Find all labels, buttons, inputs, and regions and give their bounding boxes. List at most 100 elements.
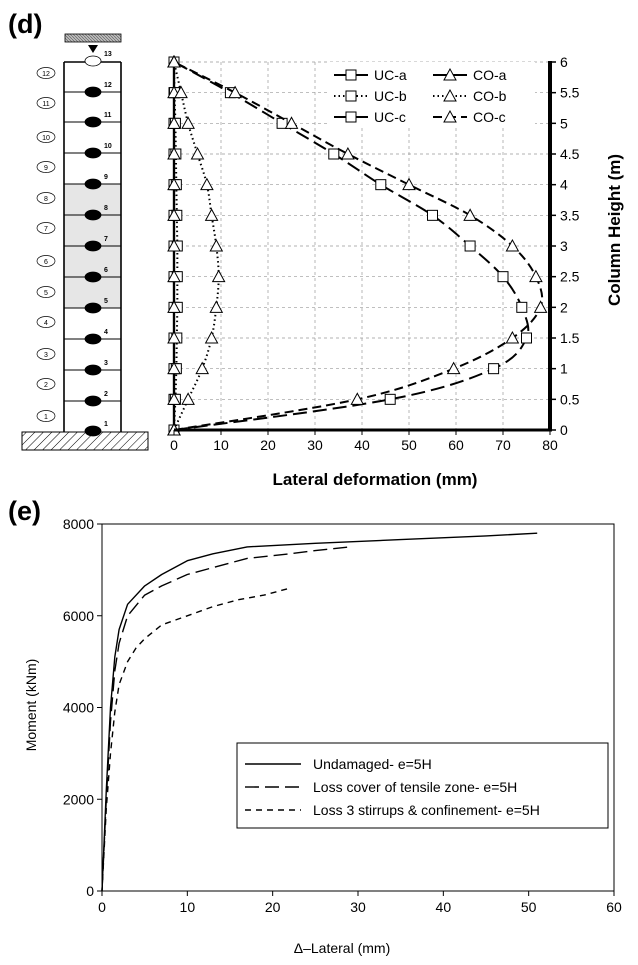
series-marker-co-b [204, 208, 219, 221]
level-label: 4 [44, 320, 48, 327]
node-dot [84, 395, 102, 407]
panel-e-label: (e) [8, 496, 41, 526]
series-marker-co-c [529, 269, 543, 283]
series-line-1 [101, 532, 538, 892]
level-label: 1 [44, 414, 48, 421]
series-marker-uc-c [276, 117, 288, 129]
series-marker-co-a [167, 208, 181, 221]
legend-marker [443, 67, 457, 81]
legend-marker [443, 109, 457, 123]
series-marker-co-c [167, 54, 181, 68]
series-marker-co-b [204, 330, 219, 344]
panel-d-label: (d) [8, 9, 42, 39]
series-marker-co-b [195, 361, 210, 375]
y-tick-label: 0 [86, 883, 94, 899]
x-tick-label: 0 [98, 899, 106, 915]
series-marker-uc-c [516, 301, 528, 313]
series-line-2 [101, 546, 350, 892]
level-marker [36, 286, 56, 298]
level-marker [36, 161, 56, 173]
y-tick-label: 2.5 [560, 269, 580, 285]
series-marker-co-c [446, 361, 461, 375]
legend-marker [345, 90, 357, 102]
y-tick-label: 1 [560, 361, 568, 377]
series-line-3 [101, 587, 290, 892]
node-label: 12 [104, 82, 112, 89]
level-marker [36, 67, 56, 79]
x-tick-label: 20 [265, 899, 281, 915]
node-dot [84, 178, 102, 190]
series-marker-co-b [211, 269, 226, 283]
node-label: 13 [104, 51, 112, 58]
legend-marker [443, 88, 457, 102]
node-label: 2 [104, 391, 108, 398]
series-marker-co-a [167, 300, 181, 313]
chart-d-xlabel: Lateral deformation (mm) [273, 470, 478, 489]
node-label: 7 [104, 236, 108, 243]
ground-support [21, 431, 149, 451]
x-tick-label: 60 [606, 899, 622, 915]
level-label: 7 [44, 226, 48, 233]
y-tick-label: 2 [560, 299, 568, 315]
legend-label: CO-c [473, 109, 506, 125]
series-marker-co-a [167, 146, 181, 160]
series-marker-co-b [190, 146, 205, 160]
chart-d-legend: UC-a UC-b UC-c CO-a CO-b CO-c [330, 62, 535, 128]
y-tick-label: 2000 [63, 791, 94, 807]
series-marker-uc-c [464, 240, 476, 252]
chart-e-ylabel: Moment (kNm) [23, 659, 39, 752]
series-marker-uc-c [521, 332, 532, 344]
level-marker [36, 348, 56, 360]
x-tick-label: 60 [448, 437, 464, 453]
node-label: 8 [104, 205, 108, 212]
node-dot [84, 302, 102, 314]
node-label: 1 [104, 421, 108, 428]
y-tick-label: 0 [560, 422, 568, 438]
series-marker-co-b [209, 238, 224, 252]
node-dot [84, 55, 102, 67]
y-tick-label: 5.5 [560, 85, 580, 101]
series-marker-co-c [284, 116, 299, 129]
series-marker-co-a [167, 392, 181, 405]
legend-label: UC-c [374, 109, 406, 125]
node-dot [84, 364, 102, 376]
x-tick-label: 30 [350, 899, 366, 915]
chart-d-ylabel: Column Height (m) [605, 154, 624, 306]
series-marker-co-b [174, 85, 188, 99]
legend-label: CO-a [473, 67, 507, 83]
legend-marker [345, 111, 357, 123]
x-tick-label: 80 [542, 437, 558, 453]
series-marker-co-c [402, 177, 416, 191]
legend-marker [345, 69, 357, 81]
x-tick-label: 50 [521, 899, 537, 915]
series-marker-co-b [181, 116, 195, 129]
node-label: 6 [104, 267, 108, 274]
x-tick-label: 10 [213, 437, 229, 453]
legend-label: Loss cover of tensile zone- e=5H [313, 779, 517, 795]
series-marker-uc-c [328, 148, 340, 160]
level-marker [36, 410, 56, 422]
series-marker-co-c [463, 208, 477, 221]
chart-e-legend: Undamaged- e=5H Loss cover of tensile zon… [236, 742, 609, 829]
y-tick-label: 4 [560, 177, 568, 193]
series-marker-uc-c [427, 209, 438, 221]
series-marker-co-c [505, 330, 520, 344]
node-label: 11 [104, 112, 112, 119]
top-load-plate [64, 33, 122, 43]
y-tick-label: 3 [560, 238, 568, 254]
legend-label: Loss 3 stirrups & confinement- e=5H [313, 802, 540, 818]
node-label: 10 [104, 143, 112, 150]
node-label: 3 [104, 360, 108, 367]
node-dot [84, 240, 102, 252]
node-dot [84, 209, 102, 221]
level-label: 5 [44, 290, 48, 297]
series-marker-uc-c [375, 179, 387, 191]
x-tick-label: 40 [354, 437, 370, 453]
legend-box [236, 742, 609, 829]
y-tick-label: 5 [560, 115, 568, 131]
x-tick-label: 10 [180, 899, 196, 915]
node-label: 4 [104, 329, 108, 336]
